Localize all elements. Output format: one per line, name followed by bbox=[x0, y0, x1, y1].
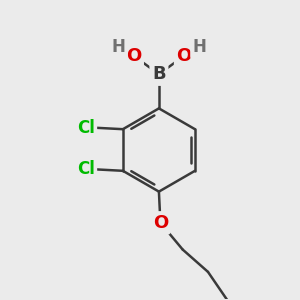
Text: Cl: Cl bbox=[77, 119, 95, 137]
Text: H: H bbox=[111, 38, 125, 56]
Text: H: H bbox=[193, 38, 207, 56]
Text: O: O bbox=[177, 47, 192, 65]
Text: O: O bbox=[153, 214, 168, 232]
Text: O: O bbox=[126, 47, 141, 65]
Text: B: B bbox=[152, 65, 166, 83]
Text: Cl: Cl bbox=[77, 160, 95, 178]
